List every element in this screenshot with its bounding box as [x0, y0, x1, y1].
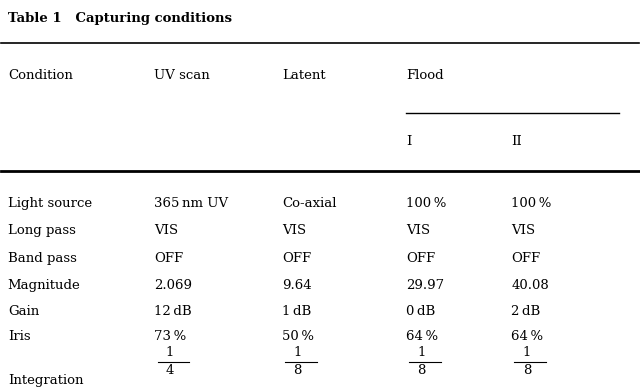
- Text: 73 %: 73 %: [154, 330, 187, 343]
- Text: 50 %: 50 %: [282, 330, 314, 343]
- Text: Condition: Condition: [8, 69, 72, 82]
- Text: Light source: Light source: [8, 197, 92, 210]
- Text: 12 dB: 12 dB: [154, 305, 192, 318]
- Text: OFF: OFF: [511, 252, 540, 265]
- Text: 1: 1: [523, 346, 531, 360]
- Text: 8: 8: [293, 365, 301, 377]
- Text: I: I: [406, 135, 412, 148]
- Text: 2 dB: 2 dB: [511, 305, 540, 318]
- Text: Co-axial: Co-axial: [282, 197, 336, 210]
- Text: 29.97: 29.97: [406, 279, 444, 292]
- Text: 64 %: 64 %: [406, 330, 438, 343]
- Text: OFF: OFF: [282, 252, 311, 265]
- Text: Latent: Latent: [282, 69, 325, 82]
- Text: 100 %: 100 %: [406, 197, 447, 210]
- Text: 365 nm UV: 365 nm UV: [154, 197, 228, 210]
- Text: Magnitude: Magnitude: [8, 279, 81, 292]
- Text: 100 %: 100 %: [511, 197, 552, 210]
- Text: VIS: VIS: [154, 224, 179, 237]
- Text: VIS: VIS: [406, 224, 430, 237]
- Text: 0 dB: 0 dB: [406, 305, 435, 318]
- Text: Flood: Flood: [406, 69, 444, 82]
- Text: VIS: VIS: [282, 224, 306, 237]
- Text: VIS: VIS: [511, 224, 535, 237]
- Text: 8: 8: [417, 365, 426, 377]
- Text: OFF: OFF: [154, 252, 184, 265]
- Text: Integration: Integration: [8, 374, 83, 387]
- Text: Long pass: Long pass: [8, 224, 76, 237]
- Text: Table 1   Capturing conditions: Table 1 Capturing conditions: [8, 12, 232, 25]
- Text: 1: 1: [417, 346, 426, 360]
- Text: Iris: Iris: [8, 330, 30, 343]
- Text: 40.08: 40.08: [511, 279, 549, 292]
- Text: OFF: OFF: [406, 252, 435, 265]
- Text: 64 %: 64 %: [511, 330, 543, 343]
- Text: 1: 1: [166, 346, 174, 360]
- Text: 1: 1: [293, 346, 301, 360]
- Text: Band pass: Band pass: [8, 252, 77, 265]
- Text: 1 dB: 1 dB: [282, 305, 311, 318]
- Text: 9.64: 9.64: [282, 279, 312, 292]
- Text: Gain: Gain: [8, 305, 39, 318]
- Text: 2.069: 2.069: [154, 279, 193, 292]
- Text: UV scan: UV scan: [154, 69, 210, 82]
- Text: II: II: [511, 135, 522, 148]
- Text: 4: 4: [166, 365, 174, 377]
- Text: 8: 8: [523, 365, 531, 377]
